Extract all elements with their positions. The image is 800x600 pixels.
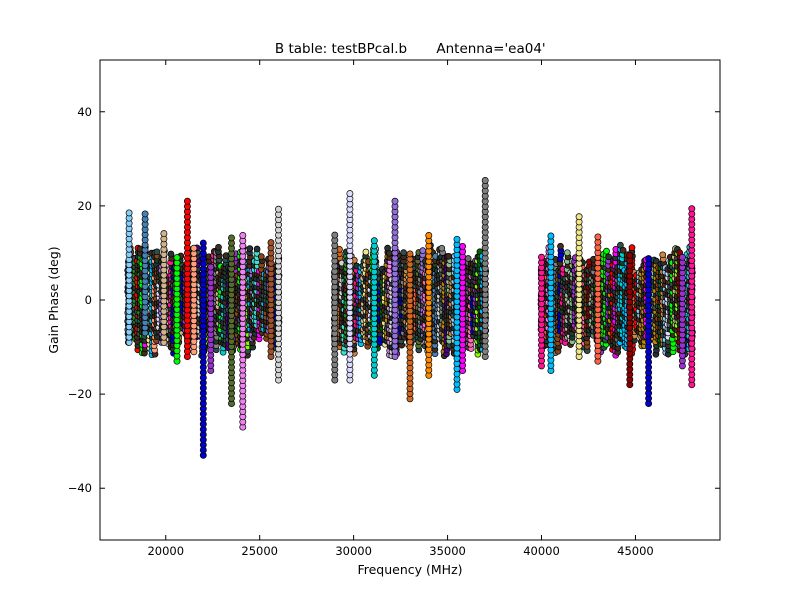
series-point (199, 239, 207, 247)
data-point (386, 249, 393, 257)
data-point (400, 249, 407, 256)
data-point (167, 250, 175, 258)
series-point (346, 190, 354, 198)
series-point (406, 250, 414, 258)
data-points (124, 177, 696, 459)
series-point (538, 253, 545, 261)
data-point (257, 253, 265, 260)
data-point (628, 244, 636, 251)
series-point (688, 205, 696, 213)
data-point (659, 251, 667, 259)
y-tick-label: 40 (77, 105, 92, 119)
x-tick-label: 20000 (147, 544, 184, 558)
x-axis-label: Frequency (MHz) (357, 562, 462, 577)
series-point (391, 197, 399, 205)
series-point (160, 230, 168, 238)
series-point (239, 232, 247, 239)
y-tick-label: −20 (68, 387, 92, 401)
series-point (190, 244, 198, 252)
series-point (207, 263, 215, 271)
series-point (275, 205, 282, 213)
series-point (453, 235, 461, 243)
x-tick-label: 25000 (241, 544, 278, 558)
y-tick-label: 0 (85, 293, 92, 307)
x-tick-label: 30000 (335, 544, 372, 558)
chart-title-antenna: Antenna='ea04' (436, 41, 545, 57)
series-point (183, 197, 191, 205)
series-point (228, 234, 235, 242)
series-point (594, 233, 602, 241)
series-point (267, 239, 275, 247)
data-point (253, 245, 261, 253)
y-axis-label: Gain Phase (deg) (46, 246, 61, 353)
chart-title-table: B table: testBPcal.b (275, 41, 407, 57)
series-point (125, 209, 133, 217)
series-point (547, 232, 555, 240)
data-point (362, 248, 370, 256)
data-point (153, 248, 161, 256)
data-point (215, 243, 222, 251)
data-point (563, 249, 571, 257)
data-point (445, 252, 453, 260)
series-point (481, 177, 489, 184)
x-tick-label: 45000 (617, 544, 654, 558)
data-point (557, 242, 564, 250)
series-point (678, 253, 686, 261)
y-tick-label: −40 (68, 481, 92, 495)
data-point (603, 247, 610, 255)
series-point (626, 251, 634, 259)
y-tick-label: 20 (77, 199, 92, 213)
series-point (425, 232, 433, 239)
series-point (370, 237, 378, 245)
data-point (246, 245, 254, 252)
data-point (605, 253, 612, 261)
data-point (419, 247, 427, 254)
data-point (464, 255, 472, 262)
series-point (173, 254, 181, 262)
series-point (575, 213, 583, 221)
series-point (141, 210, 149, 218)
x-tick-label: 40000 (523, 544, 560, 558)
x-tick-label: 35000 (429, 544, 466, 558)
series-point (331, 231, 339, 239)
data-point (438, 244, 446, 252)
series-point (645, 255, 653, 263)
